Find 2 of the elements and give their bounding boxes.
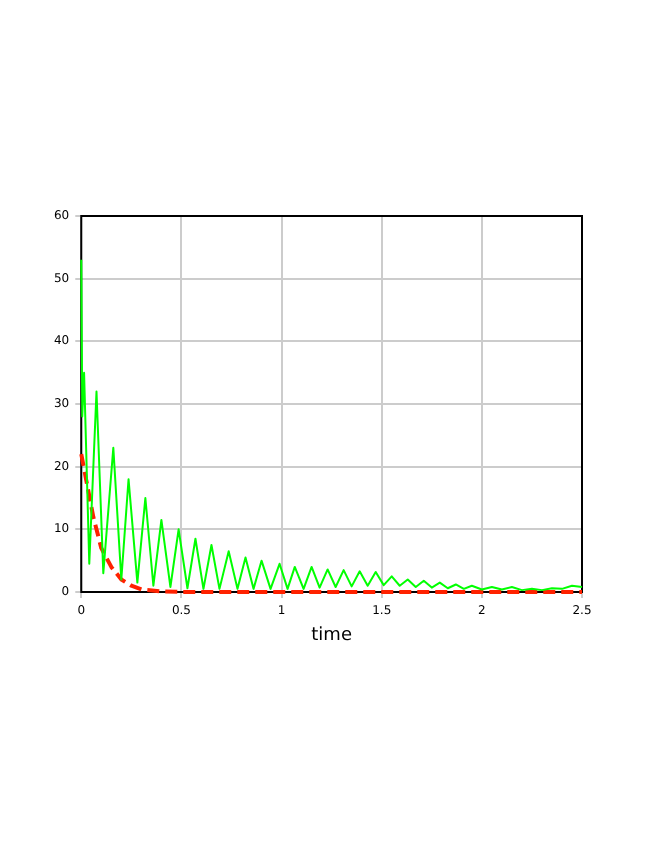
line-series — [79, 452, 584, 594]
x-axis-title: time — [311, 625, 353, 646]
